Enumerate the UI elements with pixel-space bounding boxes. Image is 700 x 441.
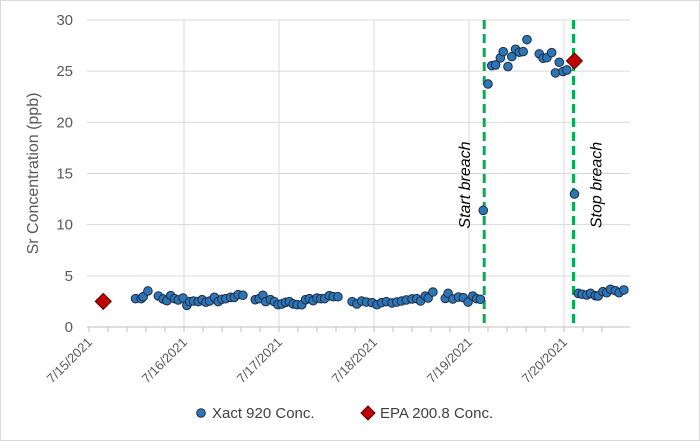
breach-annotation: Stop breach [589,142,606,228]
xact-data-point [475,294,486,305]
x-tick-label: 7/20/2021 [519,335,571,387]
y-tick-label: 10 [56,217,73,234]
legend-marker-epa [360,405,376,421]
xact-data-point [483,79,493,89]
xact-data-point [428,287,438,297]
xact-data-point [619,285,629,295]
x-tick-label: 7/15/2021 [44,335,96,387]
y-tick-label: 5 [65,268,73,285]
xact-data-point [490,60,501,70]
x-tick-label: 7/18/2021 [329,335,381,387]
xact-data-point [478,205,489,216]
xact-data-point [569,189,580,199]
xact-data-point [554,57,565,68]
xact-data-point [503,61,513,72]
legend-marker-xact [196,408,206,418]
xact-data-point [562,65,572,75]
x-tick-label: 7/19/2021 [424,335,476,387]
x-tick-label: 7/16/2021 [139,335,191,387]
y-axis-title: Sr Concentration (ppb) [25,93,42,255]
xact-data-point [518,46,528,57]
legend-label-epa: EPA 200.8 Conc. [380,405,493,422]
xact-data-point [522,34,532,45]
y-tick-label: 25 [56,63,73,80]
y-tick-label: 20 [56,114,73,131]
x-tick-label: 7/17/2021 [234,335,286,387]
xact-data-point [143,286,153,296]
y-tick-label: 30 [56,12,73,29]
epa-data-point [565,52,584,70]
xact-data-point [506,51,517,62]
breach-annotation: Start breach [457,141,474,228]
legend-label-xact: Xact 920 Conc. [212,405,315,422]
xact-data-point [238,290,248,301]
y-tick-label: 15 [56,166,73,183]
y-tick-label: 0 [65,319,73,336]
legend: Xact 920 Conc. EPA 200.8 Conc. [196,405,493,422]
epa-data-point [94,292,112,311]
xact-data-point [333,291,343,302]
xact-data-point [498,46,509,57]
xact-data-point [546,47,557,58]
